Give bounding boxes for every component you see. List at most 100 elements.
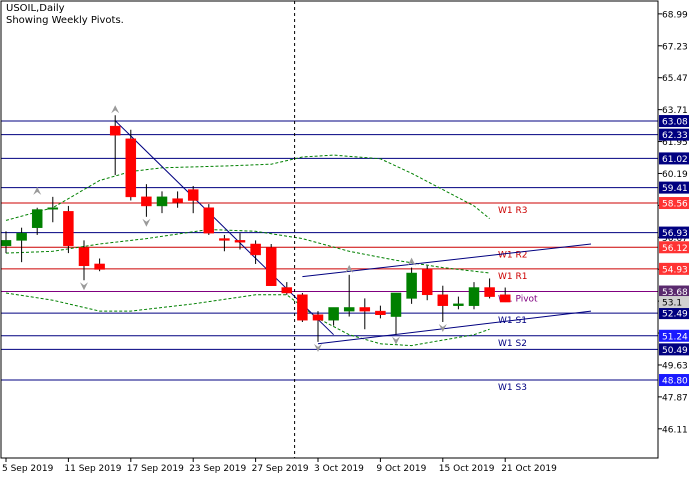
candle-body [0, 240, 12, 247]
candle[interactable] [437, 285, 449, 322]
price-tag-label: 56.12 [662, 244, 688, 254]
price-tag-label: 53.68 [662, 288, 688, 298]
y-tick-label: 68.99 [662, 10, 688, 20]
candle-body [499, 294, 511, 303]
candle[interactable] [31, 207, 43, 235]
price-tag-bg [659, 128, 689, 141]
price-tag-bg [659, 197, 689, 210]
fractal-down-arrow-icon [438, 323, 447, 332]
candle[interactable] [375, 305, 386, 319]
price-tag-label: 52.49 [662, 310, 688, 320]
x-tick-label: 27 Sep 2019 [252, 464, 309, 474]
candle[interactable] [359, 298, 371, 330]
plot-frame [0, 0, 659, 459]
y-tick-label: 63.71 [662, 106, 688, 116]
candle-body [375, 310, 386, 315]
candle-body [47, 207, 59, 210]
candle[interactable] [234, 233, 246, 250]
candle[interactable] [312, 311, 324, 342]
candle-body [453, 303, 464, 306]
candle[interactable] [297, 292, 308, 322]
candle[interactable] [219, 234, 230, 252]
trendline-1[interactable] [302, 243, 592, 278]
candle[interactable] [187, 185, 199, 214]
price-tag-bg [659, 262, 689, 275]
candle-body [16, 232, 27, 241]
candle-body [203, 207, 215, 234]
candle[interactable] [468, 282, 480, 310]
candle[interactable] [265, 244, 277, 286]
candle[interactable] [63, 205, 74, 254]
x-tick-label: 9 Oct 2019 [376, 464, 426, 474]
candle[interactable] [0, 231, 12, 254]
x-tick-label: 11 Sep 2019 [64, 464, 121, 474]
candle-body [234, 240, 246, 243]
fractal-down-arrow-icon [392, 336, 400, 345]
price-tag-label: 48.80 [662, 377, 688, 387]
candle-body [141, 196, 152, 207]
x-tick-label: 3 Oct 2019 [314, 464, 364, 474]
x-tick-label: 5 Sep 2019 [2, 464, 54, 474]
candle[interactable] [484, 278, 495, 299]
candle-body [219, 238, 230, 241]
price-tags: 63.08 62.33 61.02 59.41 58.56 56.93 56.12 54.93… [659, 115, 689, 387]
candle-body [265, 247, 277, 286]
candle-body [328, 307, 339, 321]
candle-body [250, 243, 261, 256]
price-tag-bg [659, 285, 689, 298]
price-tag-bg [659, 307, 689, 320]
candle[interactable] [109, 115, 121, 176]
fractal-up-arrow-icon [111, 105, 120, 114]
candle[interactable] [94, 258, 105, 272]
candle[interactable] [328, 307, 339, 326]
fractal-down-arrow-icon [314, 343, 322, 352]
pivot-levels: W1 R3 W1 R2 W1 R1 W1 Pivot W1 S1 W1 S2 W1 S3 [1, 120, 658, 393]
candle-body [406, 272, 417, 299]
candle-body [421, 269, 433, 296]
candle[interactable] [343, 274, 355, 317]
candle-body [281, 287, 293, 294]
candle-body [156, 196, 168, 207]
candle[interactable] [125, 129, 137, 201]
candle[interactable] [141, 184, 152, 217]
pivot-label-4: W1 R3 [498, 206, 527, 216]
candle-body [63, 211, 74, 247]
y-tick-label: 47.87 [662, 393, 688, 403]
candle-body [359, 307, 371, 312]
candle-body [187, 189, 199, 201]
pivot-label-10: W1 S2 [498, 339, 527, 349]
candle-body [125, 138, 137, 198]
candle[interactable] [390, 292, 402, 335]
candle[interactable] [172, 191, 183, 208]
y-tick-label: 49.63 [662, 361, 688, 371]
candle[interactable] [406, 267, 417, 304]
price-tag-bg [659, 329, 689, 342]
price-tag-label: 59.41 [662, 184, 688, 194]
fractal-markers [33, 105, 447, 352]
pivot-label-12: W1 S3 [498, 383, 527, 393]
candle-body [94, 263, 105, 270]
candle[interactable] [421, 265, 433, 301]
candle[interactable] [281, 282, 293, 295]
pivot-label-7: W1 R1 [498, 272, 527, 282]
candle-body [109, 125, 121, 136]
chart-symbol-label: USOIL,Daily [6, 3, 65, 14]
candle[interactable] [499, 287, 511, 303]
candle-body [484, 287, 495, 297]
price-tag-label: 56.93 [662, 229, 688, 239]
price-tag-bg [659, 152, 689, 165]
candle[interactable] [78, 240, 90, 281]
y-tick-label: 61.95 [662, 138, 688, 148]
envelope-lower-line [5, 292, 490, 347]
price-tag-bg [659, 374, 689, 387]
candle[interactable] [453, 296, 464, 310]
candle[interactable] [16, 227, 27, 263]
candle[interactable] [203, 204, 215, 235]
candles [0, 115, 511, 342]
candle[interactable] [156, 191, 168, 214]
price-tag-bg [659, 241, 689, 254]
trendline-2[interactable] [317, 310, 592, 345]
candle[interactable] [250, 240, 261, 264]
candle[interactable] [47, 196, 59, 223]
